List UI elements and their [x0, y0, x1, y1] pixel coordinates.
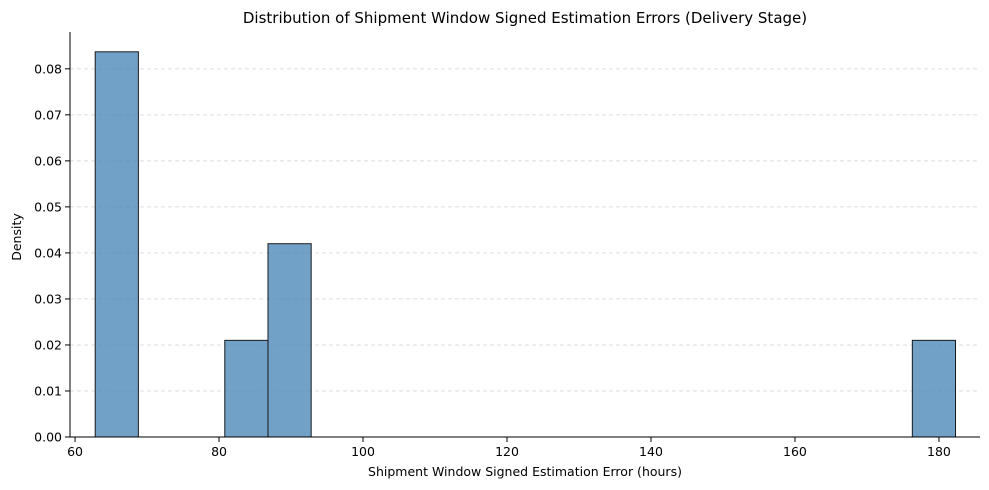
y-tick-label-7: 0.07 — [34, 107, 62, 122]
x-tick-label-6: 180 — [927, 444, 951, 459]
y-tick-label-5: 0.05 — [34, 199, 62, 214]
y-tick-label-1: 0.01 — [34, 383, 62, 398]
y-tick-label-3: 0.03 — [34, 291, 62, 306]
x-tick-label-3: 120 — [495, 444, 519, 459]
y-axis-label: Density — [9, 213, 24, 261]
y-tick-label-4: 0.04 — [34, 245, 62, 260]
y-tick-label-6: 0.06 — [34, 153, 62, 168]
histogram-bar-0 — [94, 51, 139, 438]
x-tick-label-0: 60 — [67, 444, 83, 459]
axes — [69, 32, 980, 438]
y-axis-ticks: 0.00 0.01 0.02 0.03 0.04 0.05 0.06 0.07 0.08 — [34, 61, 70, 445]
x-tick-label-1: 80 — [211, 444, 227, 459]
grid-lines — [70, 68, 980, 392]
x-axis-ticks: 60 80 100 120 140 160 180 — [67, 437, 951, 459]
y-tick-label-8: 0.08 — [34, 61, 62, 76]
x-tick-label-2: 100 — [351, 444, 375, 459]
x-tick-label-4: 140 — [639, 444, 663, 459]
y-tick-label-0: 0.00 — [34, 430, 62, 445]
histogram-bar-1 — [224, 339, 269, 438]
x-tick-label-5: 160 — [783, 444, 807, 459]
histogram-bar-3 — [911, 339, 957, 438]
x-axis-label: Shipment Window Signed Estimation Error … — [368, 464, 682, 479]
histogram-bar-2 — [267, 243, 312, 438]
y-tick-label-2: 0.02 — [34, 337, 62, 352]
chart-title: Distribution of Shipment Window Signed E… — [243, 9, 807, 27]
histogram-bars — [94, 51, 957, 438]
